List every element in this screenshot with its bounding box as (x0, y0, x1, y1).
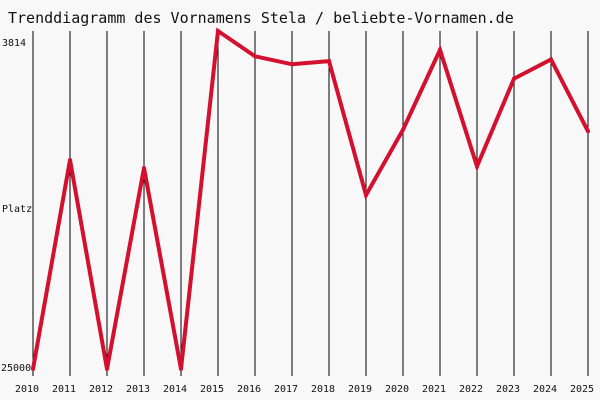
x-tick-label: 2020 (385, 384, 409, 395)
x-tick-label: 2023 (496, 384, 520, 395)
data-point-2013 (142, 165, 146, 170)
x-tick-label: 2011 (52, 384, 76, 395)
series-layer (31, 27, 590, 371)
data-point-2023 (512, 76, 516, 81)
data-point-2011 (68, 158, 72, 163)
data-point-2022 (475, 164, 479, 169)
data-point-2010 (31, 367, 35, 371)
data-point-2025 (586, 129, 590, 134)
x-tick-label: 2019 (348, 384, 372, 395)
x-tick-label: 2016 (237, 384, 261, 395)
grid-lines (32, 31, 589, 376)
x-tick-label: 2010 (15, 384, 39, 395)
x-tick-label: 2025 (570, 384, 594, 395)
x-tick-label: 2024 (533, 384, 557, 395)
chart-title: Trenddiagramm des Vornamens Stela / beli… (8, 9, 514, 27)
data-point-2016 (253, 54, 257, 59)
x-tick-label: 2017 (274, 384, 298, 395)
data-point-2012 (105, 367, 109, 371)
data-point-2017 (290, 62, 294, 67)
x-tick-labels: 2010 2011 2012 2013 2014 2015 2016 2017 2018 2019… (15, 384, 594, 395)
x-tick-label: 2014 (163, 384, 187, 395)
data-point-2019 (364, 193, 368, 198)
y-tick-top: 3814 (2, 38, 26, 49)
x-tick-label: 2022 (459, 384, 483, 395)
x-tick-label: 2013 (126, 384, 150, 395)
data-point-2021 (438, 47, 442, 52)
y-axis-label: Platz (2, 204, 32, 215)
y-tick-bottom: 25000 (1, 363, 31, 374)
x-tick-label: 2018 (311, 384, 335, 395)
data-point-2015 (216, 29, 220, 33)
data-point-2020 (401, 127, 405, 132)
x-tick-label: 2021 (422, 384, 446, 395)
data-point-2014 (179, 367, 183, 371)
series-line-0 (31, 27, 590, 370)
x-tick-label: 2015 (200, 384, 224, 395)
x-tick-label: 2012 (89, 384, 113, 395)
data-point-2024 (549, 57, 553, 62)
data-point-2018 (327, 59, 331, 64)
